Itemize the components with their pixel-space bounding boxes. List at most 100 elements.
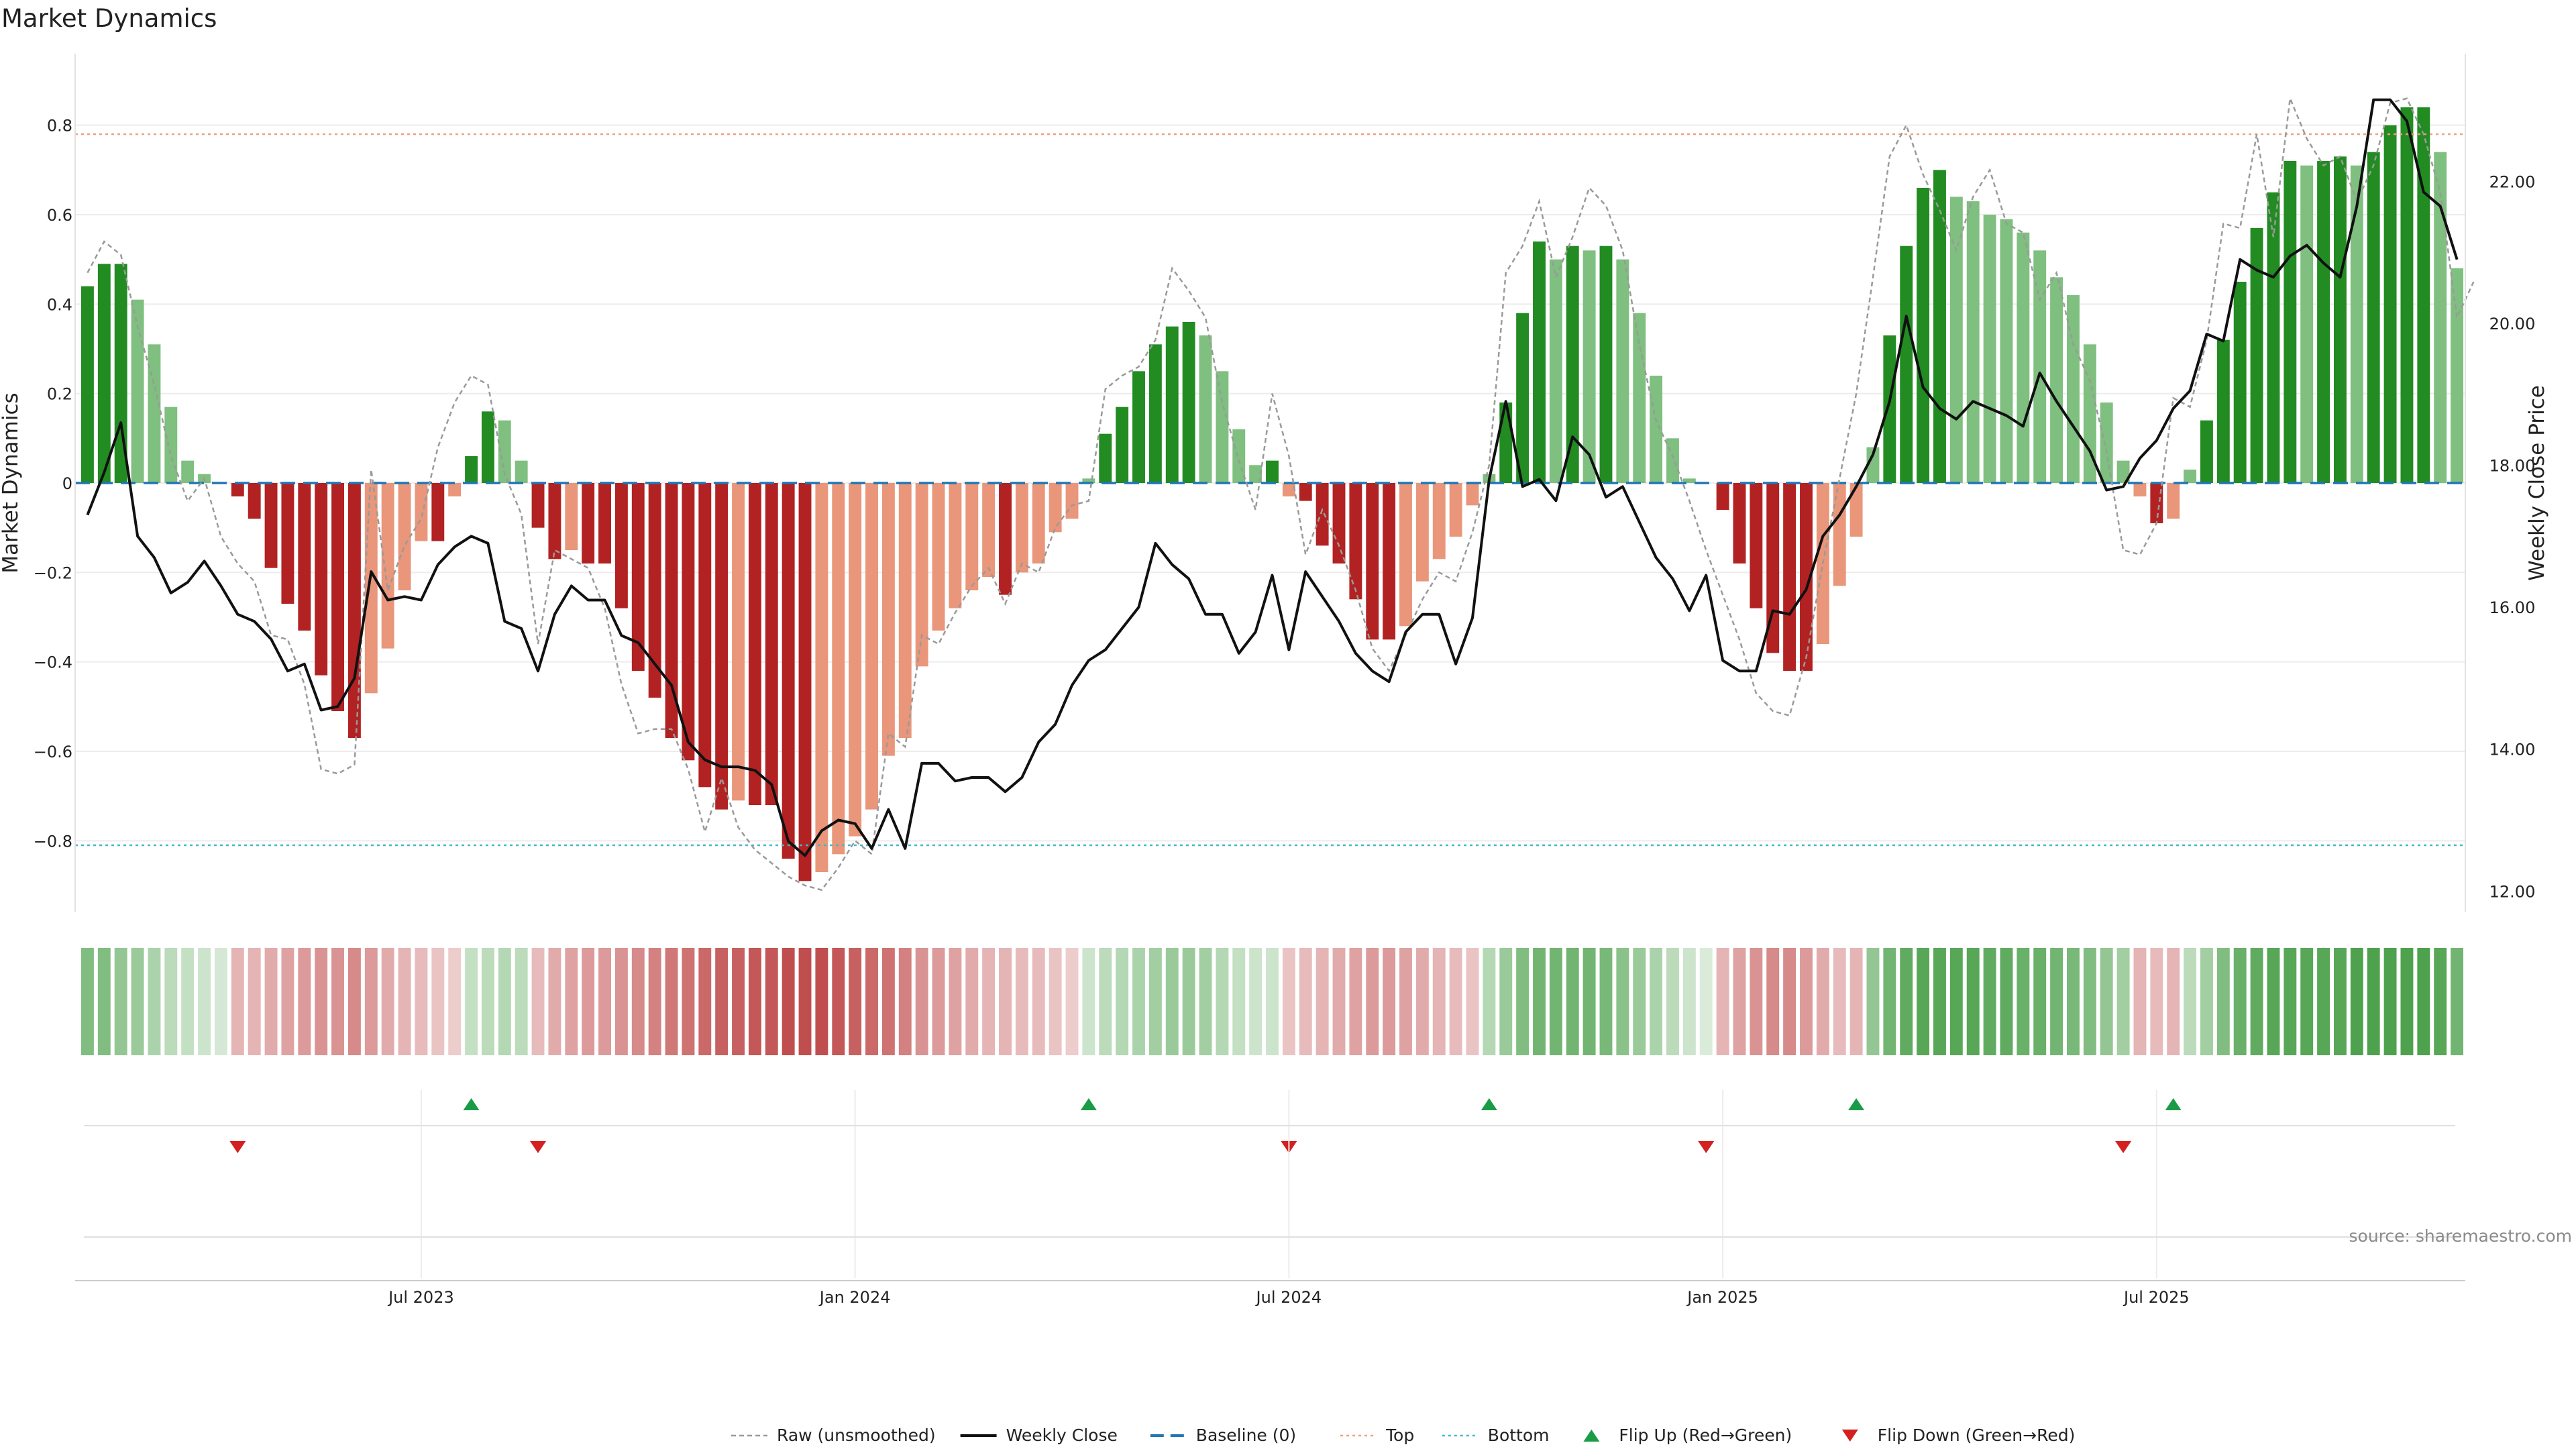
heat-cell bbox=[832, 948, 845, 1055]
heat-cell bbox=[548, 948, 561, 1055]
heat-cell bbox=[148, 948, 161, 1055]
flip-down-marker bbox=[530, 1141, 547, 1153]
heat-cell bbox=[231, 948, 244, 1055]
heat-cell bbox=[1099, 948, 1112, 1055]
bar bbox=[1917, 188, 1930, 483]
heat-cell bbox=[949, 948, 962, 1055]
bar bbox=[1650, 376, 1663, 483]
bar bbox=[331, 483, 345, 711]
heat-cell bbox=[1249, 948, 1263, 1055]
bar bbox=[1516, 313, 1529, 483]
series-lines bbox=[86, 95, 2475, 892]
bar bbox=[798, 483, 812, 881]
legend-swatch-flip-up bbox=[1583, 1430, 1600, 1442]
heat-strip bbox=[80, 948, 2464, 1055]
heat-cell bbox=[798, 948, 812, 1055]
bar bbox=[465, 456, 478, 483]
bar bbox=[1332, 483, 1346, 564]
y2-tick-label: 22.00 bbox=[2489, 172, 2536, 191]
heat-cell bbox=[315, 948, 328, 1055]
bar bbox=[2200, 420, 2213, 483]
bar bbox=[548, 483, 561, 559]
heat-cell bbox=[732, 948, 745, 1055]
heat-cell bbox=[2133, 948, 2147, 1055]
bar bbox=[748, 483, 761, 805]
bar bbox=[898, 483, 912, 738]
heat-cell bbox=[1766, 948, 1780, 1055]
heat-cell bbox=[198, 948, 211, 1055]
heat-cell bbox=[1883, 948, 1896, 1055]
heat-cell bbox=[1833, 948, 1846, 1055]
bars-group bbox=[80, 107, 2464, 881]
bar bbox=[1366, 483, 1379, 640]
heat-cell bbox=[2216, 948, 2230, 1055]
bar bbox=[598, 483, 611, 564]
heat-cell bbox=[364, 948, 378, 1055]
heat-cell bbox=[1349, 948, 1362, 1055]
bar bbox=[1116, 407, 1129, 483]
heat-cell bbox=[2300, 948, 2314, 1055]
x-tick-label: Jan 2024 bbox=[818, 1288, 891, 1307]
heat-cell bbox=[1900, 948, 1913, 1055]
heat-cell bbox=[1266, 948, 1279, 1055]
heat-cell bbox=[1800, 948, 1813, 1055]
bar bbox=[1616, 259, 1629, 483]
heat-cell bbox=[398, 948, 411, 1055]
heat-cell bbox=[1783, 948, 1796, 1055]
bar bbox=[1566, 246, 1579, 483]
y-axis-label: Market Dynamics bbox=[0, 392, 23, 573]
bar bbox=[2216, 339, 2230, 483]
flip-up-marker bbox=[1848, 1098, 1865, 1110]
heat-cell bbox=[715, 948, 729, 1055]
axes: 0.8 0.6 0.4 0.2 0 −0.2 −0.4 −0.6 −0.8 22.00 20.00 1… bbox=[0, 54, 2549, 912]
y2-tick-label: 20.00 bbox=[2489, 315, 2536, 333]
x-tick-label: Jul 2023 bbox=[387, 1288, 454, 1307]
y-tick-label: 0.4 bbox=[47, 295, 72, 314]
bar bbox=[498, 420, 511, 483]
heat-cell bbox=[2333, 948, 2347, 1055]
heat-cell bbox=[698, 948, 712, 1055]
heat-cell bbox=[131, 948, 144, 1055]
heat-cell bbox=[431, 948, 445, 1055]
heat-cell bbox=[1415, 948, 1429, 1055]
heat-cell bbox=[1750, 948, 1763, 1055]
flip-up-marker bbox=[1080, 1098, 1097, 1110]
bar bbox=[531, 483, 545, 528]
bar bbox=[2267, 192, 2280, 483]
y-tick-label: 0.6 bbox=[47, 206, 72, 225]
heat-cell bbox=[665, 948, 678, 1055]
bar bbox=[1132, 371, 1145, 483]
heat-cell bbox=[181, 948, 195, 1055]
heat-cell bbox=[1549, 948, 1562, 1055]
legend-label: Weekly Close bbox=[1006, 1426, 1118, 1445]
bar bbox=[431, 483, 445, 541]
heat-cell bbox=[1015, 948, 1028, 1055]
heat-cell bbox=[2000, 948, 2013, 1055]
y-tick-label: −0.6 bbox=[34, 743, 72, 761]
heat-cell bbox=[1866, 948, 1880, 1055]
heat-cell bbox=[515, 948, 528, 1055]
heat-cell bbox=[2083, 948, 2096, 1055]
bar bbox=[1900, 246, 1913, 483]
heat-cell bbox=[264, 948, 278, 1055]
bar bbox=[2333, 156, 2347, 484]
heat-cell bbox=[898, 948, 912, 1055]
legend-label: Flip Down (Green→Red) bbox=[1878, 1426, 2076, 1445]
bar bbox=[2451, 268, 2464, 483]
bar bbox=[1316, 483, 1329, 546]
heat-cell bbox=[1332, 948, 1346, 1055]
bar bbox=[565, 483, 578, 550]
bar bbox=[1299, 483, 1312, 501]
bar bbox=[1750, 483, 1763, 608]
heat-cell bbox=[347, 948, 361, 1055]
bar bbox=[2000, 219, 2013, 483]
bar bbox=[1866, 447, 1880, 483]
bar bbox=[1232, 429, 1246, 483]
bar bbox=[481, 411, 494, 483]
heat-cell bbox=[1682, 948, 1696, 1055]
heat-cell bbox=[1199, 948, 1212, 1055]
bar bbox=[2284, 161, 2297, 483]
bar bbox=[1383, 483, 1396, 640]
bar bbox=[1349, 483, 1362, 600]
